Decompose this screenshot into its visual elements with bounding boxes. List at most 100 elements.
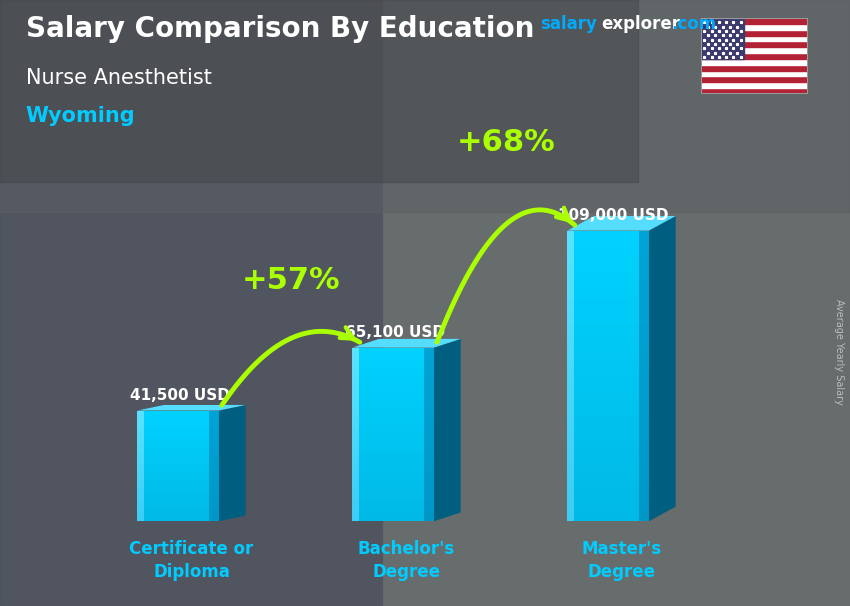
Bar (138, 454, 219, 457)
Bar (568, 440, 574, 445)
Bar (353, 372, 434, 375)
Bar (138, 512, 219, 514)
Bar (209, 410, 219, 521)
Bar (353, 493, 434, 497)
Bar (138, 477, 219, 479)
Bar (701, 82, 808, 88)
Bar (138, 430, 144, 433)
Bar (568, 486, 649, 492)
Bar (382, 0, 850, 606)
Bar (138, 510, 219, 512)
Bar (353, 355, 359, 358)
Bar (353, 375, 359, 379)
Bar (353, 424, 434, 427)
Bar (353, 365, 434, 368)
Bar (138, 419, 144, 422)
Bar (568, 492, 574, 498)
Text: Average Yearly Salary: Average Yearly Salary (834, 299, 844, 404)
Bar (353, 379, 359, 382)
Bar (138, 470, 144, 473)
Bar (568, 259, 649, 265)
Bar (138, 433, 144, 435)
Bar (568, 457, 574, 463)
Bar (568, 382, 574, 387)
Polygon shape (138, 405, 246, 410)
Bar (138, 468, 144, 470)
Bar (568, 347, 649, 353)
Bar (568, 242, 649, 248)
Bar (568, 387, 649, 393)
Bar (353, 421, 434, 424)
Bar (138, 490, 219, 493)
Bar (568, 271, 574, 277)
Bar (353, 497, 434, 501)
Bar (138, 426, 219, 428)
Bar (353, 417, 434, 421)
Bar (353, 462, 434, 465)
Bar (568, 498, 649, 504)
Bar (353, 501, 434, 504)
Bar (138, 466, 144, 468)
Bar (138, 497, 144, 499)
Bar (568, 411, 649, 416)
Bar (568, 451, 574, 457)
Bar (138, 466, 219, 468)
Bar (138, 488, 144, 490)
Bar (353, 493, 359, 497)
Bar (138, 481, 144, 484)
Bar (138, 461, 144, 464)
Bar (353, 514, 434, 518)
Bar (353, 413, 434, 417)
Bar (568, 474, 574, 481)
Bar (138, 510, 144, 512)
Text: 41,500 USD: 41,500 USD (130, 387, 230, 402)
Bar (138, 446, 219, 448)
Bar (353, 441, 359, 445)
Bar (138, 473, 219, 474)
Bar (138, 488, 219, 490)
Bar (353, 386, 434, 389)
Bar (353, 501, 359, 504)
Bar (568, 329, 649, 335)
Bar (568, 306, 649, 312)
Bar (353, 413, 359, 417)
Bar (568, 416, 574, 422)
Bar (568, 230, 574, 236)
Bar (138, 442, 144, 444)
Bar (568, 510, 574, 515)
Text: 65,100 USD: 65,100 USD (345, 325, 445, 339)
Bar (353, 358, 359, 361)
Bar (353, 469, 434, 473)
Bar (138, 448, 219, 450)
Bar (568, 288, 574, 295)
Bar (353, 483, 434, 487)
Bar (353, 483, 359, 487)
Bar (568, 335, 574, 341)
Bar (353, 365, 359, 368)
Bar (568, 428, 649, 434)
Bar (568, 254, 574, 259)
Bar (353, 504, 434, 507)
Bar (353, 451, 434, 455)
Bar (353, 368, 434, 372)
Bar (138, 494, 219, 497)
Polygon shape (434, 339, 461, 521)
Bar (353, 399, 434, 403)
Bar (701, 71, 808, 76)
Bar (353, 382, 359, 386)
Bar (353, 403, 434, 407)
Bar (138, 446, 144, 448)
Bar (0, 0, 638, 182)
Text: Nurse Anesthetist: Nurse Anesthetist (26, 68, 212, 88)
Bar (568, 248, 574, 254)
Bar (568, 236, 649, 242)
Bar (568, 504, 574, 510)
Bar (0, 0, 382, 606)
Bar (701, 88, 808, 94)
Bar (568, 265, 574, 271)
Bar (701, 36, 808, 41)
Bar (138, 453, 219, 454)
Bar (138, 437, 219, 439)
Bar (568, 428, 574, 434)
Bar (138, 519, 144, 521)
